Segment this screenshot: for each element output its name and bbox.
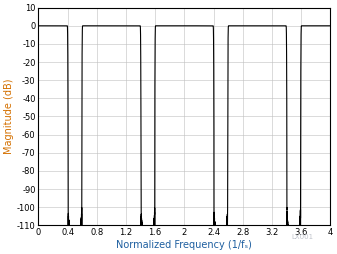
Y-axis label: Magnitude (dB): Magnitude (dB) [4,79,14,154]
Text: LX001: LX001 [291,234,313,240]
X-axis label: Normalized Frequency (1/fₛ): Normalized Frequency (1/fₛ) [116,240,252,250]
